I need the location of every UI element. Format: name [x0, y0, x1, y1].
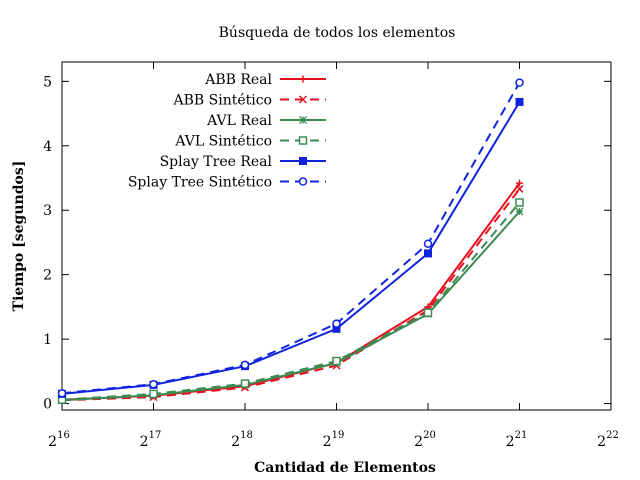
data-point: [299, 75, 307, 83]
chart-title: Búsqueda de todos los elementos: [219, 25, 456, 41]
legend-label: ABB Sintético: [172, 93, 272, 109]
series-line: [61, 201, 521, 401]
y-tick-label: 4: [43, 139, 52, 155]
data-point: [149, 389, 158, 399]
y-tick-label: 5: [43, 74, 52, 90]
data-point: [299, 157, 307, 165]
legend-label: Splay Tree Sintético: [128, 175, 272, 191]
data-point: [515, 184, 524, 193]
series-line: [61, 210, 521, 402]
data-point: [299, 116, 307, 124]
data-point: [240, 379, 250, 388]
legend: ABB Real ABB Sintético AVL Real AVL Sintéti…: [128, 72, 326, 191]
data-point: [515, 97, 524, 106]
x-tick-label: 220: [414, 430, 436, 450]
x-tick-label: 219: [323, 430, 345, 450]
series-5: [58, 97, 524, 398]
series-line: [61, 101, 521, 395]
data-point: [57, 388, 67, 398]
x-tick-label: 222: [597, 430, 619, 450]
x-tick-label: 218: [231, 430, 253, 450]
legend-label: Splay Tree Real: [160, 154, 273, 170]
data-point: [423, 308, 433, 317]
series-line: [61, 188, 521, 402]
data-point: [424, 249, 432, 258]
series-3: [58, 207, 524, 405]
series-line: [61, 82, 521, 395]
data-point: [298, 177, 308, 186]
y-tick-label: 0: [43, 397, 52, 413]
data-point: [515, 78, 524, 87]
x-tick-label: 221: [506, 430, 528, 450]
series-6: [57, 78, 524, 398]
x-axis-label: Cantidad de Elementos: [254, 460, 436, 476]
data-point: [298, 136, 308, 145]
y-tick-label: 1: [43, 332, 52, 348]
series-4: [57, 198, 524, 404]
series-2: [57, 184, 524, 405]
x-tick-label: 216: [48, 430, 70, 450]
data-point: [423, 239, 433, 248]
x-tick-label: 217: [140, 430, 162, 450]
y-tick-label: 3: [43, 203, 52, 219]
y-axis-label: Tiempo [segundos]: [11, 161, 27, 312]
data-point: [240, 360, 250, 370]
legend-label: AVL Real: [206, 113, 272, 129]
legend-label: ABB Real: [204, 72, 272, 88]
y-tick-label: 2: [43, 268, 52, 284]
axis-ticks: 216 217 218 219 220 221 222 0 1 2 3 4 5: [43, 62, 619, 450]
data-point: [298, 95, 308, 104]
data-point: [332, 319, 341, 328]
series-layer: [57, 78, 524, 405]
data-point: [515, 207, 524, 216]
legend-label: AVL Sintético: [174, 134, 272, 150]
data-point: [332, 356, 341, 366]
data-point: [515, 198, 524, 207]
data-point: [516, 179, 523, 187]
data-point: [149, 379, 158, 389]
